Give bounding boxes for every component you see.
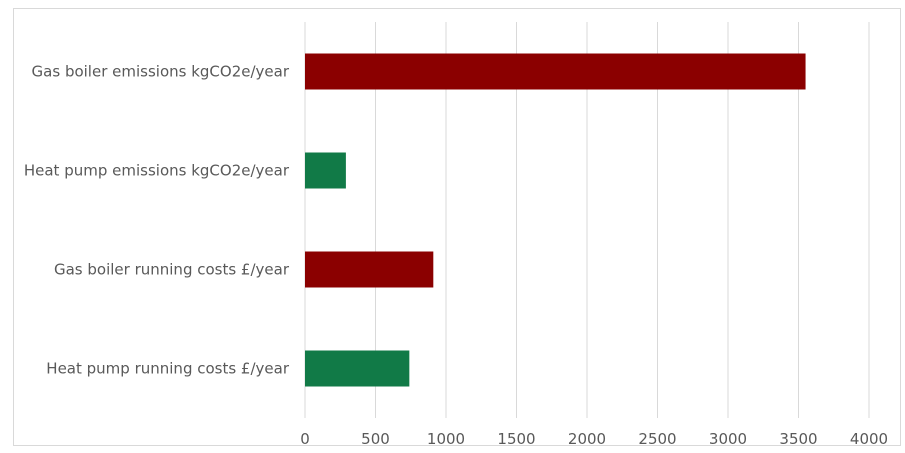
x-tick-label: 3500	[779, 430, 817, 448]
x-tick-label: 0	[300, 430, 310, 448]
x-tick-label: 3000	[709, 430, 747, 448]
category-label: Heat pump running costs £/year	[46, 360, 290, 378]
x-tick-label: 2500	[638, 430, 676, 448]
bar-2	[305, 152, 346, 189]
category-label: Gas boiler running costs £/year	[54, 261, 290, 279]
category-label: Heat pump emissions kgCO2e/year	[24, 162, 290, 180]
x-tick-labels: 0 500 1000 1500 2000 2500 3000 3500 4000	[300, 430, 888, 448]
x-tick-label: 1500	[497, 430, 535, 448]
x-tick-label: 4000	[850, 430, 888, 448]
bar-3	[305, 251, 434, 288]
x-tick-label: 500	[361, 430, 390, 448]
category-labels: Gas boiler emissions kgCO2e/year Heat pum…	[24, 63, 290, 378]
x-tick-label: 1000	[427, 430, 465, 448]
x-tick-label: 2000	[568, 430, 606, 448]
bar-4	[305, 350, 410, 387]
bars	[305, 53, 806, 387]
bar-1	[305, 53, 806, 90]
category-label: Gas boiler emissions kgCO2e/year	[32, 63, 290, 81]
